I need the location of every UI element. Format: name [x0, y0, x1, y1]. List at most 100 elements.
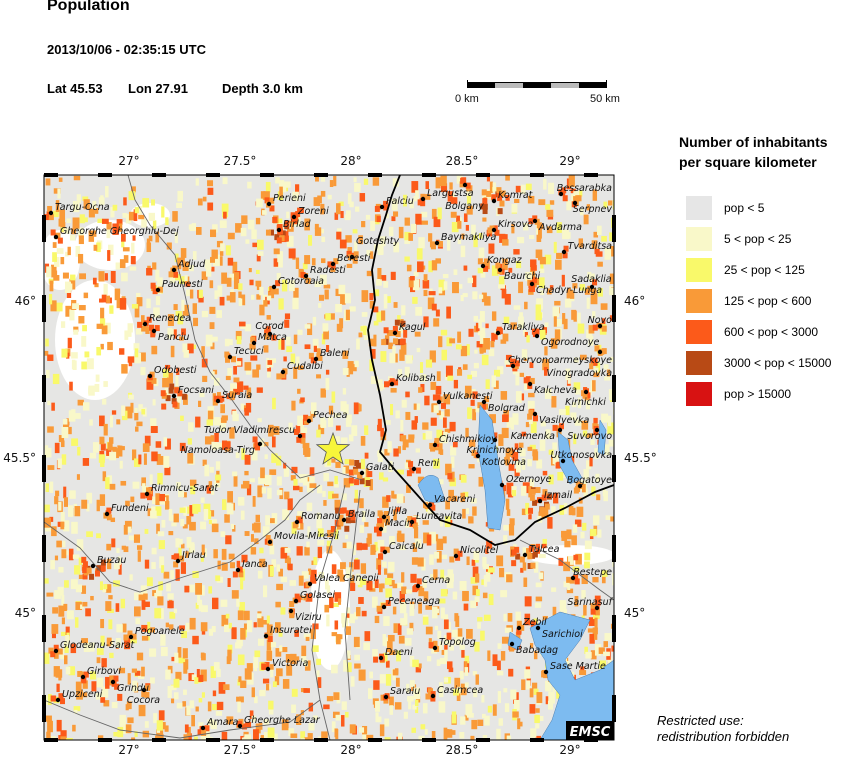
- city-dot: [560, 458, 566, 464]
- lon-tick-label: 29°: [559, 154, 580, 168]
- legend-item: 3000 < pop < 15000: [686, 351, 831, 375]
- city-dot: [266, 201, 272, 207]
- city-label: Krinichnoye: [467, 445, 523, 456]
- city-dot: [235, 567, 241, 573]
- city-dot: [491, 198, 497, 204]
- city-dot: [583, 389, 589, 395]
- city-label: Nicolitel: [460, 545, 499, 556]
- city-dot: [55, 697, 61, 703]
- city-dot: [537, 498, 543, 504]
- city-dot: [383, 694, 389, 700]
- city-dot: [306, 418, 312, 424]
- city-label: Chadyr-Lunga: [536, 285, 602, 296]
- city-label: Matca: [258, 332, 287, 343]
- city-label: Golasei: [300, 590, 335, 601]
- legend-item: 600 < pop < 3000: [686, 320, 818, 344]
- legend-title-line1: Number of inhabitants: [679, 134, 828, 150]
- city-label: Vulkanesti: [443, 391, 493, 402]
- city-dot: [532, 218, 538, 224]
- city-label: Beresti: [337, 253, 371, 264]
- city-label: Utkonosovka: [551, 450, 613, 461]
- city-dot: [535, 625, 541, 631]
- legend-swatch: [686, 382, 712, 406]
- city-dot: [436, 399, 442, 405]
- city-dot: [434, 240, 440, 246]
- city-dot: [171, 393, 177, 399]
- lon-tick-label: 27°: [118, 154, 139, 168]
- lat-tick-label: 45°: [15, 606, 36, 620]
- city-dot: [142, 321, 148, 327]
- rivers: [44, 175, 614, 740]
- city-label: Amara: [206, 717, 238, 728]
- city-dot: [271, 284, 277, 290]
- city-dot: [420, 196, 426, 202]
- city-label: Topolog: [439, 637, 476, 648]
- city-label: Chishmikioy: [439, 434, 497, 445]
- city-dot: [381, 604, 387, 610]
- city-dot: [378, 526, 384, 532]
- city-dot: [144, 491, 150, 497]
- city-label: Odobesti: [154, 365, 197, 376]
- city-label: Kirnichki: [565, 397, 606, 408]
- city-label: Galati: [366, 462, 394, 473]
- city-label: Targu-Ocna: [55, 202, 110, 213]
- city-label: Komrat: [498, 190, 534, 201]
- city-dot: [572, 200, 578, 206]
- city-dot: [330, 261, 336, 267]
- legend-item: 125 < pop < 600: [686, 289, 811, 313]
- city-dot: [359, 470, 365, 476]
- water-bodies: [417, 404, 614, 740]
- city-dot: [499, 482, 505, 488]
- city-label: Ogorodnoye: [541, 337, 600, 348]
- city-label: Kamenka: [511, 431, 555, 442]
- city-dot: [392, 330, 398, 336]
- city-dot: [288, 608, 294, 614]
- city-dot: [432, 442, 438, 448]
- city-label: Serpnev: [573, 204, 613, 215]
- city-label: Kolibash: [396, 373, 436, 384]
- city-label: Radesti: [310, 265, 346, 276]
- city-dot: [495, 330, 501, 336]
- city-markers: [48, 182, 603, 731]
- city-label: Casimcea: [437, 685, 483, 696]
- city-dot: [509, 641, 515, 647]
- city-label: Caicalu: [389, 541, 424, 552]
- city-dot: [462, 182, 468, 188]
- city-label: Insuratei: [270, 625, 312, 636]
- city-label: Buzau: [97, 555, 126, 566]
- city-label: Bolgany: [445, 201, 484, 212]
- lat-tick-label: 45°: [624, 606, 645, 620]
- city-label: Glodeanu-Sarat: [60, 640, 136, 651]
- city-label: Bolgrad: [488, 403, 526, 414]
- city-label: Perieni: [273, 193, 306, 204]
- city-dot: [313, 356, 319, 362]
- city-dot: [267, 539, 273, 545]
- scale-bar: [467, 82, 607, 88]
- event-lat: Lat 45.53: [47, 81, 103, 96]
- city-dot: [155, 287, 161, 293]
- city-dot: [80, 674, 86, 680]
- city-dot: [293, 598, 299, 604]
- city-label: Fundeni: [111, 503, 149, 514]
- city-label: Gheorghe Gheorghiu-Dej: [60, 226, 179, 237]
- legend-swatch: [686, 258, 712, 282]
- city-dot: [427, 502, 433, 508]
- lon-tick-label: 29°: [559, 743, 580, 757]
- city-dot: [409, 519, 415, 525]
- city-label: Jirlau: [180, 550, 206, 561]
- city-label: Cotoroaia: [278, 276, 324, 287]
- lat-tick-label: 46°: [624, 294, 645, 308]
- city-label: Sarinasuf: [567, 597, 613, 608]
- restricted-line1: Restricted use:: [657, 713, 744, 728]
- city-dot: [151, 328, 157, 334]
- city-label: Vinogradovka: [547, 368, 613, 379]
- city-dot: [543, 669, 549, 675]
- city-labels: Targu-Ocna Gheorghe Gheorghiu-Dej Adjud Pau…: [55, 183, 614, 728]
- city-dot: [491, 227, 497, 233]
- city-label: Vacareni: [434, 494, 476, 505]
- city-label: Namoloasa-Tirg: [181, 445, 255, 456]
- city-label: Panciu: [158, 332, 189, 343]
- city-dot: [48, 210, 54, 216]
- city-label: Kotlovina: [482, 457, 526, 468]
- city-dot: [280, 369, 286, 375]
